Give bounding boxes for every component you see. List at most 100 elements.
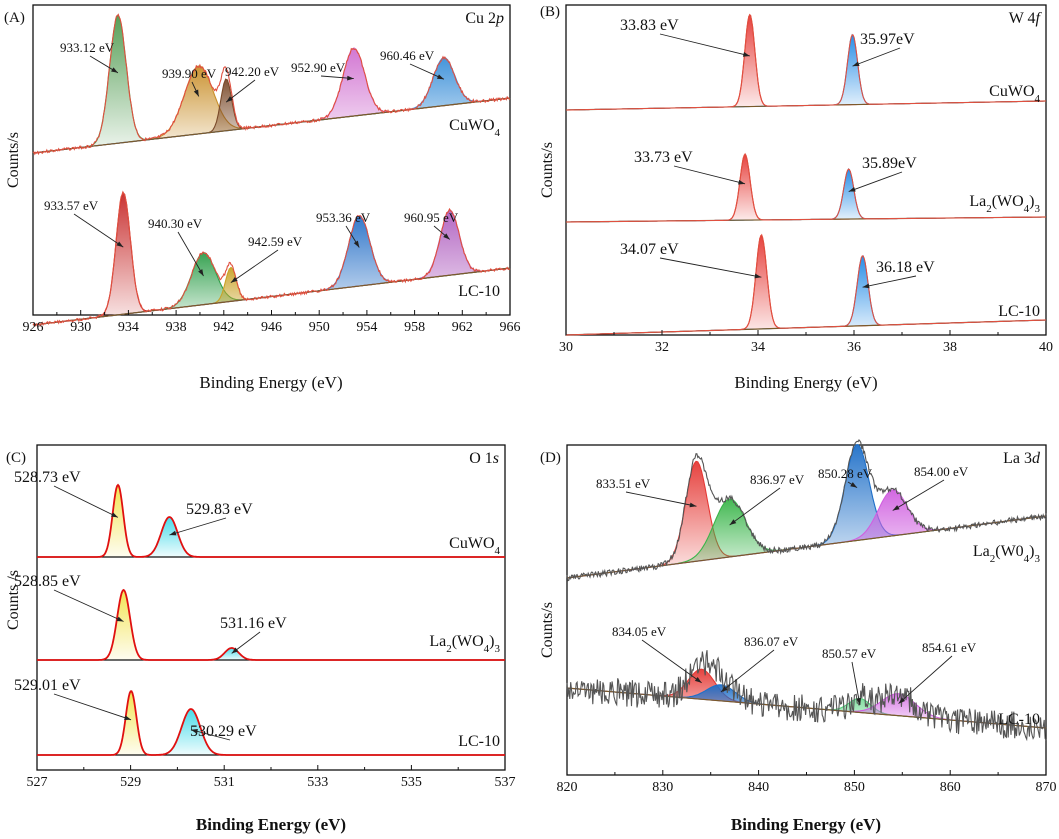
peak-component-line xyxy=(565,255,1047,336)
peak-component-line xyxy=(566,498,1047,579)
x-tick-label: 38 xyxy=(943,340,957,355)
label-part: ) xyxy=(489,633,494,650)
plot-frame xyxy=(565,4,1047,336)
arrow-head xyxy=(742,52,750,57)
label-part: ) xyxy=(1029,193,1034,210)
arrow-head xyxy=(347,75,354,81)
sample-lc-10: 529.01 eV 530.29 eV LC-10 xyxy=(14,677,505,756)
arrow-head xyxy=(720,686,728,693)
panel-label: (A) xyxy=(4,10,25,26)
panel-a: 933.12 eV 939.90 eV 942.20 eV 952.90 eV 960.… xyxy=(4,4,521,392)
subscript: 2 xyxy=(446,643,452,655)
title-part: La 3 xyxy=(1003,450,1032,467)
arrow-head xyxy=(694,676,702,683)
peak-label: 960.95 eV xyxy=(404,210,459,225)
arrow-line xyxy=(53,589,124,622)
arrow-line xyxy=(898,655,953,704)
sample-label: La2(WO4)3 xyxy=(969,193,1040,215)
x-tick-label: 529 xyxy=(120,775,141,790)
envelope-line xyxy=(566,234,1046,336)
arrow-head xyxy=(856,697,862,705)
y-axis-label: Counts/s xyxy=(5,132,22,188)
arrow-head xyxy=(729,519,737,526)
x-tick-label: 926 xyxy=(23,320,44,335)
arrow-head xyxy=(169,530,177,536)
peak-fill xyxy=(33,192,510,325)
arrow-line xyxy=(169,517,227,536)
peak-component-line xyxy=(37,708,505,756)
peak-component-line xyxy=(566,489,1047,579)
x-tick-label: 533 xyxy=(307,775,328,790)
arrow-line xyxy=(892,479,945,511)
arrow-line xyxy=(862,275,917,288)
arrow-head xyxy=(231,647,239,654)
subscript: 4 xyxy=(1035,93,1041,105)
subscript: 3 xyxy=(495,643,501,655)
x-axis-label: Binding Energy (eV) xyxy=(199,373,342,392)
arrow-line xyxy=(190,729,231,741)
arrow-line xyxy=(851,661,861,705)
x-tick-label: 830 xyxy=(652,780,673,795)
arrow-head xyxy=(754,273,762,279)
subscript: 2 xyxy=(990,553,996,565)
envelope-line xyxy=(37,483,505,558)
x-axis-label: Binding Energy (eV) xyxy=(734,373,877,392)
sample-la2-wo4-3: 33.73 eV 35.89eV La2(WO4)3 xyxy=(565,149,1047,223)
x-tick-label: 934 xyxy=(118,320,139,335)
peak-label: 854.00 eV xyxy=(914,464,969,479)
x-tick-label: 30 xyxy=(559,340,573,355)
peak-label: 528.85 eV xyxy=(14,573,81,590)
peak-fill xyxy=(567,461,1046,578)
peak-fill xyxy=(33,210,510,325)
peak-label: 35.97eV xyxy=(860,31,915,48)
x-tick-label: 860 xyxy=(940,780,961,795)
label-part: (WO xyxy=(992,193,1024,210)
subscript: 2 xyxy=(986,203,992,215)
arrow-line xyxy=(177,231,204,277)
arrow-line xyxy=(720,649,775,693)
sample-lc-10: 933.57 eV 940.30 eV 942.59 eV 953.36 eV 960.… xyxy=(32,190,511,327)
arrow-head xyxy=(124,715,132,720)
label-part: CuWO xyxy=(449,535,494,552)
peak-fill xyxy=(566,34,1046,110)
arrow-head xyxy=(852,61,860,67)
x-tick-label: 938 xyxy=(166,320,187,335)
arrow-head xyxy=(111,67,118,73)
x-tick-label: 531 xyxy=(214,775,235,790)
arrow-line xyxy=(848,171,903,192)
sample-label: CuWO4 xyxy=(449,535,500,557)
arrow-head xyxy=(848,187,856,192)
sample-la2-w04-3: 833.51 eV 836.97 eV 850.28 eV 854.00 eV La2(… xyxy=(566,439,1047,582)
peak-label: 836.97 eV xyxy=(750,472,805,487)
title-part: Cu 2 xyxy=(465,10,496,27)
peak-fill xyxy=(567,489,1046,578)
x-tick-label: 527 xyxy=(27,775,48,790)
arrow-head xyxy=(190,729,198,734)
peak-fill xyxy=(37,709,505,755)
x-tick-label: 962 xyxy=(452,320,473,335)
panel-d: 833.51 eV 836.97 eV 850.28 eV 854.00 eVLa2(… xyxy=(539,439,1057,834)
arrow-head xyxy=(116,241,124,248)
arrow-head xyxy=(443,233,450,240)
peak-label: 933.57 eV xyxy=(44,198,99,213)
x-tick-label: 958 xyxy=(404,320,425,335)
label-part: LC-10 xyxy=(458,733,500,750)
x-axis-label: Binding Energy (eV) xyxy=(196,815,346,834)
arrow-head xyxy=(353,240,360,248)
arrow-head xyxy=(116,616,124,622)
arrow-head xyxy=(862,283,870,289)
arrow-line xyxy=(659,33,750,57)
subscript: 3 xyxy=(1035,553,1041,565)
sample-label: LC-10 xyxy=(998,711,1040,728)
x-axis-label: Binding Energy (eV) xyxy=(731,815,881,834)
panel-title: Cu 2p xyxy=(465,10,504,27)
plot-frame xyxy=(36,444,506,771)
label-part: LC-10 xyxy=(458,283,500,300)
arrow-head xyxy=(436,74,444,80)
arrow-line xyxy=(659,257,762,278)
x-tick-label: 840 xyxy=(748,780,769,795)
label-part: La xyxy=(429,633,446,650)
envelope-line xyxy=(566,13,1046,111)
sample-label: CuWO4 xyxy=(989,83,1040,105)
arrow-head xyxy=(198,269,204,277)
